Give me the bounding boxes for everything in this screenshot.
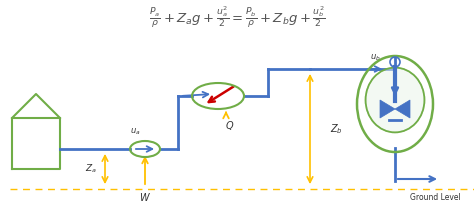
Text: $Q$: $Q$: [225, 119, 235, 132]
Text: $Z_b$: $Z_b$: [330, 122, 343, 136]
Text: $\frac{P_a}{\rho} + Z_ag + \frac{u_a^2}{2} = \frac{P_b}{\rho} + Z_bg + \frac{u_b: $\frac{P_a}{\rho} + Z_ag + \frac{u_a^2}{…: [149, 4, 325, 30]
Polygon shape: [395, 100, 410, 118]
Text: $W$: $W$: [139, 191, 151, 203]
Text: $u_b$: $u_b$: [370, 52, 380, 63]
Text: Ground Level: Ground Level: [410, 193, 460, 202]
Text: $Z_a$: $Z_a$: [85, 163, 97, 175]
Polygon shape: [380, 100, 395, 118]
Ellipse shape: [365, 68, 424, 132]
Text: $u_a$: $u_a$: [130, 127, 140, 137]
